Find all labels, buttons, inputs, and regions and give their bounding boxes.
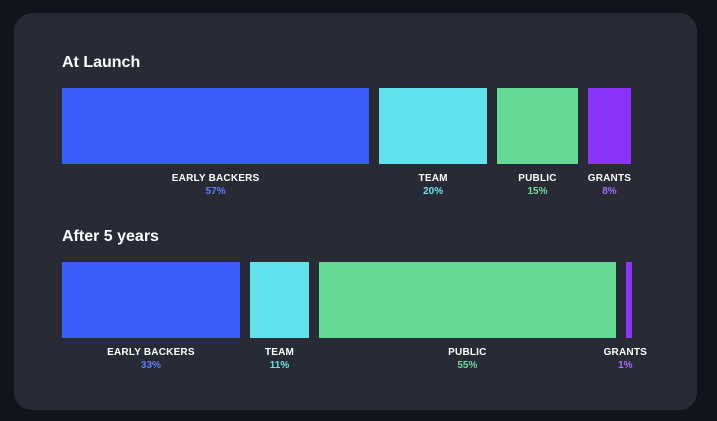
percent-label: 33% [140, 360, 161, 371]
category-label: EARLY BACKERS [171, 173, 260, 184]
category-label: TEAM [264, 347, 295, 358]
bar-labels: EARLY BACKERS 33% TEAM 11% PUBLIC 55% GRANTS 1% [62, 347, 647, 377]
bar-segment-team [379, 88, 488, 164]
bar-label-public: PUBLIC 55% [448, 347, 486, 371]
percent-label: 55% [457, 360, 478, 371]
category-label: TEAM [418, 173, 448, 184]
bar-label-public: PUBLIC 15% [518, 173, 556, 197]
percent-label: 20% [423, 186, 444, 197]
chart-title: After 5 years [62, 228, 159, 245]
bar-labels: EARLY BACKERS 57% TEAM 20% PUBLIC 15% GRANTS 8% [62, 173, 631, 203]
percent-label: 11% [269, 360, 290, 371]
percent-label: 57% [205, 186, 226, 197]
chart-title: At Launch [62, 54, 141, 71]
bar-segment-grants [625, 262, 632, 338]
category-label: GRANTS [587, 173, 632, 184]
stacked-bar [62, 88, 631, 164]
bar-label-grants: GRANTS 8% [588, 173, 631, 197]
chart-at-launch: At Launch EARLY BACKERS 57% TEAM 20% PUBLIC 1… [14, 13, 697, 410]
category-label: PUBLIC [518, 173, 557, 184]
bar-segment-public [319, 262, 616, 338]
bar-segment-team [249, 262, 310, 338]
category-label: GRANTS [603, 347, 647, 358]
bar-segment-early-backers [62, 262, 240, 338]
bar-label-team: TEAM 11% [265, 347, 294, 371]
bar-label-team: TEAM 20% [419, 173, 448, 197]
percent-label: 1% [618, 360, 633, 371]
stacked-bar [62, 262, 632, 338]
bar-segment-grants [587, 88, 631, 164]
bar-segment-early-backers [62, 88, 370, 164]
percent-label: 15% [527, 186, 548, 197]
category-label: EARLY BACKERS [107, 347, 195, 358]
chart-after-5-years: After 5 years EARLY BACKERS 33% TEAM 11% PUB… [14, 13, 697, 410]
category-label: PUBLIC [448, 347, 487, 358]
bar-label-early-backers: EARLY BACKERS 57% [172, 173, 260, 197]
bar-segment-public [497, 88, 578, 164]
bar-label-early-backers: EARLY BACKERS 33% [107, 347, 195, 371]
allocation-card: At Launch EARLY BACKERS 57% TEAM 20% PUBLIC 1… [14, 13, 697, 410]
percent-label: 8% [602, 186, 617, 197]
bar-label-grants: GRANTS 1% [604, 347, 647, 371]
